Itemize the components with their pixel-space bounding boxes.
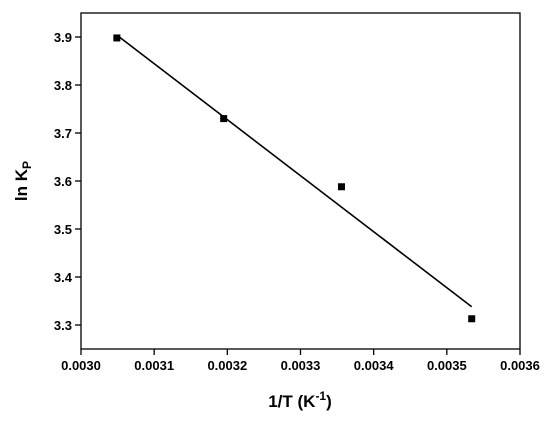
plot-frame	[80, 12, 521, 350]
y-axis-title: ln KP	[12, 161, 34, 201]
x-tick-label-5: 0.0035	[427, 358, 467, 373]
data-point-0-3	[468, 315, 476, 323]
x-axis-ticks: 0.0030 0.0031 0.0032 0.0033 0.0034 0.0035 0.00…	[61, 349, 540, 373]
y-tick-label-5: 3.8	[54, 78, 72, 93]
y-axis-ticks: 3.3 3.4 3.5 3.6 3.7 3.8 3.9	[54, 30, 81, 333]
data-point-0-1	[220, 115, 228, 123]
y-tick-label-2: 3.5	[54, 222, 72, 237]
x-tick-label-6: 0.0036	[500, 358, 540, 373]
x-tick-label-2: 0.0032	[207, 358, 247, 373]
y-tick-label-0: 3.3	[54, 318, 72, 333]
y-tick-label-3: 3.6	[54, 174, 72, 189]
x-tick-label-3: 0.0033	[281, 358, 321, 373]
x-tick-label-4: 0.0034	[354, 358, 395, 373]
plot-marks	[113, 34, 476, 323]
data-point-0-0	[113, 34, 121, 42]
data-point-0-2	[337, 183, 345, 191]
x-tick-label-1: 0.0031	[134, 358, 174, 373]
x-axis-title: 1/T (K-1)	[268, 389, 332, 411]
y-tick-label-1: 3.4	[54, 270, 73, 285]
y-tick-label-6: 3.9	[54, 30, 72, 45]
y-tick-label-4: 3.7	[54, 126, 72, 141]
fit-line	[116, 34, 473, 308]
x-tick-label-0: 0.0030	[61, 358, 101, 373]
